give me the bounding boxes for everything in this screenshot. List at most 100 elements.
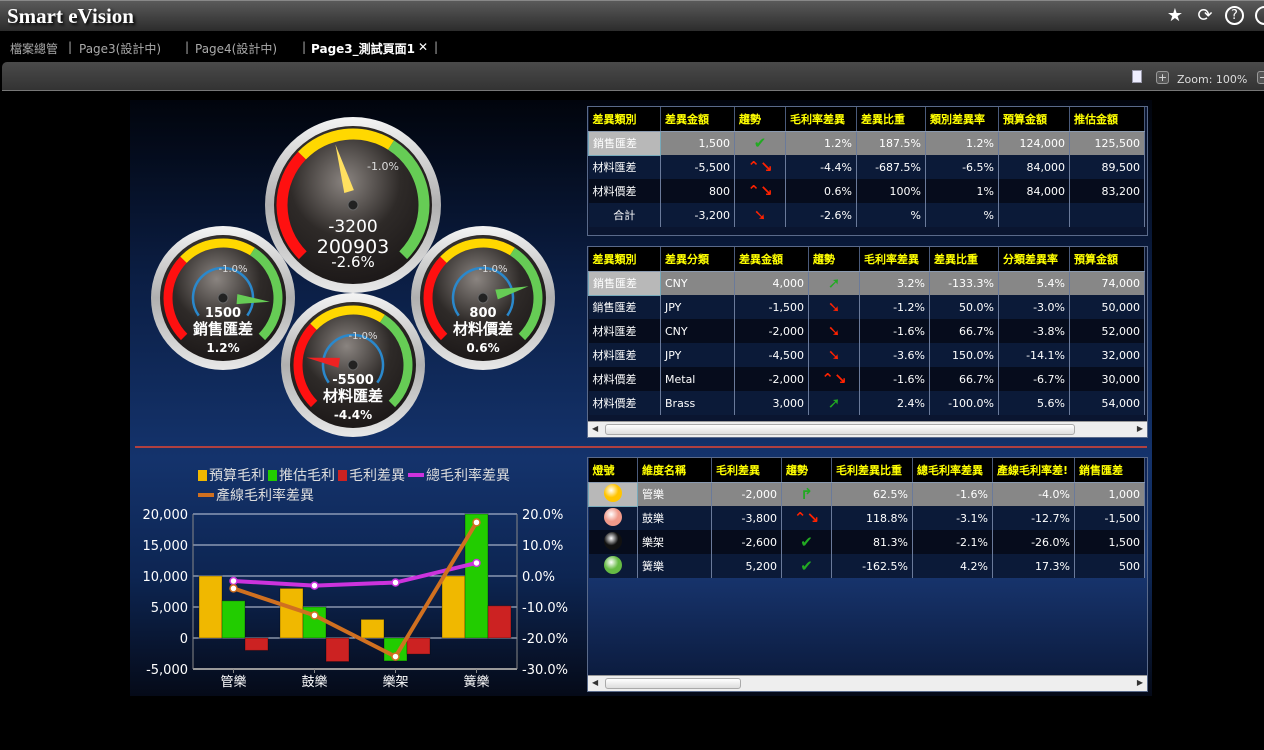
legend-item[interactable]: 總毛利率差異 [408, 466, 510, 486]
scrollbar-thumb[interactable] [605, 424, 1075, 435]
column-header[interactable]: 分類差異率 [998, 247, 1070, 272]
yellow-lamp-icon [604, 483, 622, 502]
gauge-percent: 0.6% [466, 341, 499, 355]
y-tick-label: 20,000 [143, 508, 189, 523]
zoom-out-button[interactable]: − [1257, 71, 1264, 84]
zoom-in-button[interactable]: + [1156, 71, 1169, 84]
table-row[interactable]: 銷售匯差 1,500 ✔ 1.2% 187.5% 1.2% 124,000 125,500 [588, 130, 1145, 156]
column-header[interactable]: 趨勢 [808, 247, 860, 272]
horizontal-scrollbar[interactable]: ◀ ▶ [588, 421, 1147, 437]
column-header[interactable]: 毛利率差異 [785, 107, 857, 132]
legend-item[interactable]: 毛利差異 [338, 466, 405, 486]
column-header[interactable]: 差異比重 [929, 247, 999, 272]
table-cell: 83,200 [1069, 179, 1145, 203]
column-header[interactable]: 預算金額 [1069, 247, 1145, 272]
tab-page4[interactable]: Page4(設計中) [195, 42, 278, 56]
column-header[interactable]: 推估金額 [1069, 107, 1145, 132]
table-cell: -4,500 [734, 343, 809, 367]
more-icon[interactable] [1255, 6, 1264, 25]
legend-item[interactable]: 預算毛利 [198, 466, 265, 486]
tab-page3-test[interactable]: Page3_測試頁面1 [311, 42, 415, 56]
y2-tick-label: -20.0% [522, 632, 568, 647]
table-cell: 材料匯差 [588, 155, 661, 179]
table-cell: 銷售匯差 [588, 295, 661, 319]
gauge-label: 材料匯差 [323, 387, 383, 405]
y-tick-label: 10,000 [143, 570, 189, 585]
column-header[interactable]: 差異類別 [588, 247, 661, 272]
star-icon[interactable]: ★ [1166, 5, 1184, 26]
scrollbar-thumb[interactable] [605, 678, 741, 689]
gauge-percent: -2.6% [331, 253, 375, 271]
gauge-percent: 1.2% [206, 341, 239, 355]
table-cell: -3,200 [660, 203, 735, 227]
header-row: 差異類別 差異分類 差異金額 趨勢 毛利率差異 差異比重 分類差異率 預算金額 [588, 247, 1145, 272]
column-header[interactable]: 類別差異率 [925, 107, 999, 132]
table-row[interactable]: 簧樂 5,200 ✔ -162.5% 4.2% 17.3% 500 [588, 554, 1145, 578]
gauge-percent: -4.4% [334, 408, 372, 422]
table-cell: 118.8% [831, 506, 913, 530]
table-row[interactable]: 材料匯差 JPY -4,500 ➘ -3.6% 150.0% -14.1% 32,000 [588, 343, 1145, 367]
green-lamp-icon [603, 555, 622, 574]
table-row[interactable]: 管樂 -2,000 ↱ 62.5% -1.6% -4.0% 1,000 [588, 481, 1145, 507]
column-header[interactable]: 差異類別 [588, 107, 661, 132]
table-cell: -2.6% [785, 203, 857, 227]
table-cell: 管樂 [637, 482, 712, 506]
table-cell: -1,500 [734, 295, 809, 319]
table-row[interactable]: 銷售匯差 JPY -1,500 ➘ -1.2% 50.0% -3.0% 50,000 [588, 295, 1145, 319]
column-header[interactable]: 毛利率差異 [859, 247, 930, 272]
column-header[interactable]: 差異金額 [660, 107, 735, 132]
column-header[interactable]: 趨勢 [781, 458, 832, 483]
table-cell: Brass [660, 391, 735, 415]
table-row[interactable]: 鼓樂 -3,800 ⌃↘ 118.8% -3.1% -12.7% -1,500 [588, 506, 1145, 530]
table-cell: CNY [660, 271, 735, 295]
page-icon[interactable] [1132, 70, 1142, 83]
app-header: Smart eVision ★ ⟳ ? [0, 0, 1264, 31]
point-總毛利率差異 [310, 581, 319, 590]
column-header[interactable]: 燈號 [588, 458, 638, 483]
tab-close-button[interactable]: ✕ [418, 40, 429, 54]
table-cell: -1.6% [859, 367, 930, 391]
horizontal-scrollbar[interactable]: ◀ ▶ [588, 675, 1147, 691]
gauge-green-band [249, 247, 283, 341]
tab-page3[interactable]: Page3(設計中) [79, 42, 162, 56]
trend-up-icon: ➚ [827, 274, 841, 293]
table-cell: -1.6% [912, 482, 993, 506]
table-row[interactable]: 合計 -3,200 ➘ -2.6%%% [588, 203, 1145, 227]
legend-item[interactable]: 推估毛利 [268, 466, 335, 486]
column-header[interactable]: 毛利差異 [711, 458, 782, 483]
legend-swatch [198, 493, 214, 497]
column-header[interactable]: 預算金額 [998, 107, 1070, 132]
point-產線毛利率差異 [472, 518, 481, 527]
gauge-target-label: -1.0% [218, 264, 247, 275]
table-row[interactable]: 材料匯差 CNY -2,000 ➘ -1.6% 66.7% -3.8% 52,000 [588, 319, 1145, 343]
table-row[interactable]: 材料價差 800 ⌃↘ 0.6% 100% 1% 84,000 83,200 [588, 179, 1145, 203]
legend-label: 預算毛利 [209, 468, 265, 484]
table-cell: 50,000 [1069, 295, 1145, 319]
table-cell: 銷售匯差 [588, 270, 661, 296]
column-header[interactable]: 差異分類 [660, 247, 735, 272]
column-header[interactable]: 趨勢 [734, 107, 786, 132]
table-row[interactable]: 樂架 -2,600 ✔ 81.3% -2.1% -26.0% 1,500 [588, 530, 1145, 554]
tab-file-manager[interactable]: 檔案總管 [10, 42, 59, 56]
column-header[interactable]: 毛利差異比重 [831, 458, 913, 483]
legend-item[interactable]: 產線毛利率差異 [198, 486, 314, 506]
column-header[interactable]: 差異比重 [856, 107, 926, 132]
table-row[interactable]: 材料價差 Metal -2,000 ⌃↘ -1.6% 66.7% -6.7% 30,000 [588, 367, 1145, 391]
table-row[interactable]: 材料匯差 -5,500 ⌃↘ -4.4% -687.5% -6.5% 84,000 89,50… [588, 155, 1145, 179]
column-header[interactable]: 產線毛利率差! [992, 458, 1075, 483]
refresh-icon[interactable]: ⟳ [1197, 5, 1213, 26]
table-cell: 3,000 [734, 391, 809, 415]
column-header[interactable]: 差異金額 [734, 247, 809, 272]
page-toolbar: + Zoom: 100% − [2, 62, 1264, 91]
point-總毛利率差異 [391, 578, 400, 587]
bar-毛利差異 [487, 605, 512, 639]
column-header[interactable]: 銷售匯差 [1074, 458, 1145, 483]
table-row[interactable]: 銷售匯差 CNY 4,000 ➚ 3.2% -133.3% 5.4% 74,000 [588, 270, 1145, 296]
table-row[interactable]: 材料價差 Brass 3,000 ➚ 2.4% -100.0% 5.6% 54,000 [588, 391, 1145, 415]
gauge-value: 800 [469, 306, 496, 321]
column-header[interactable]: 維度名稱 [637, 458, 712, 483]
table-cell: -5,500 [660, 155, 735, 179]
table-cell [1069, 203, 1145, 227]
help-icon[interactable]: ? [1225, 6, 1244, 25]
column-header[interactable]: 總毛利率差異 [912, 458, 993, 483]
